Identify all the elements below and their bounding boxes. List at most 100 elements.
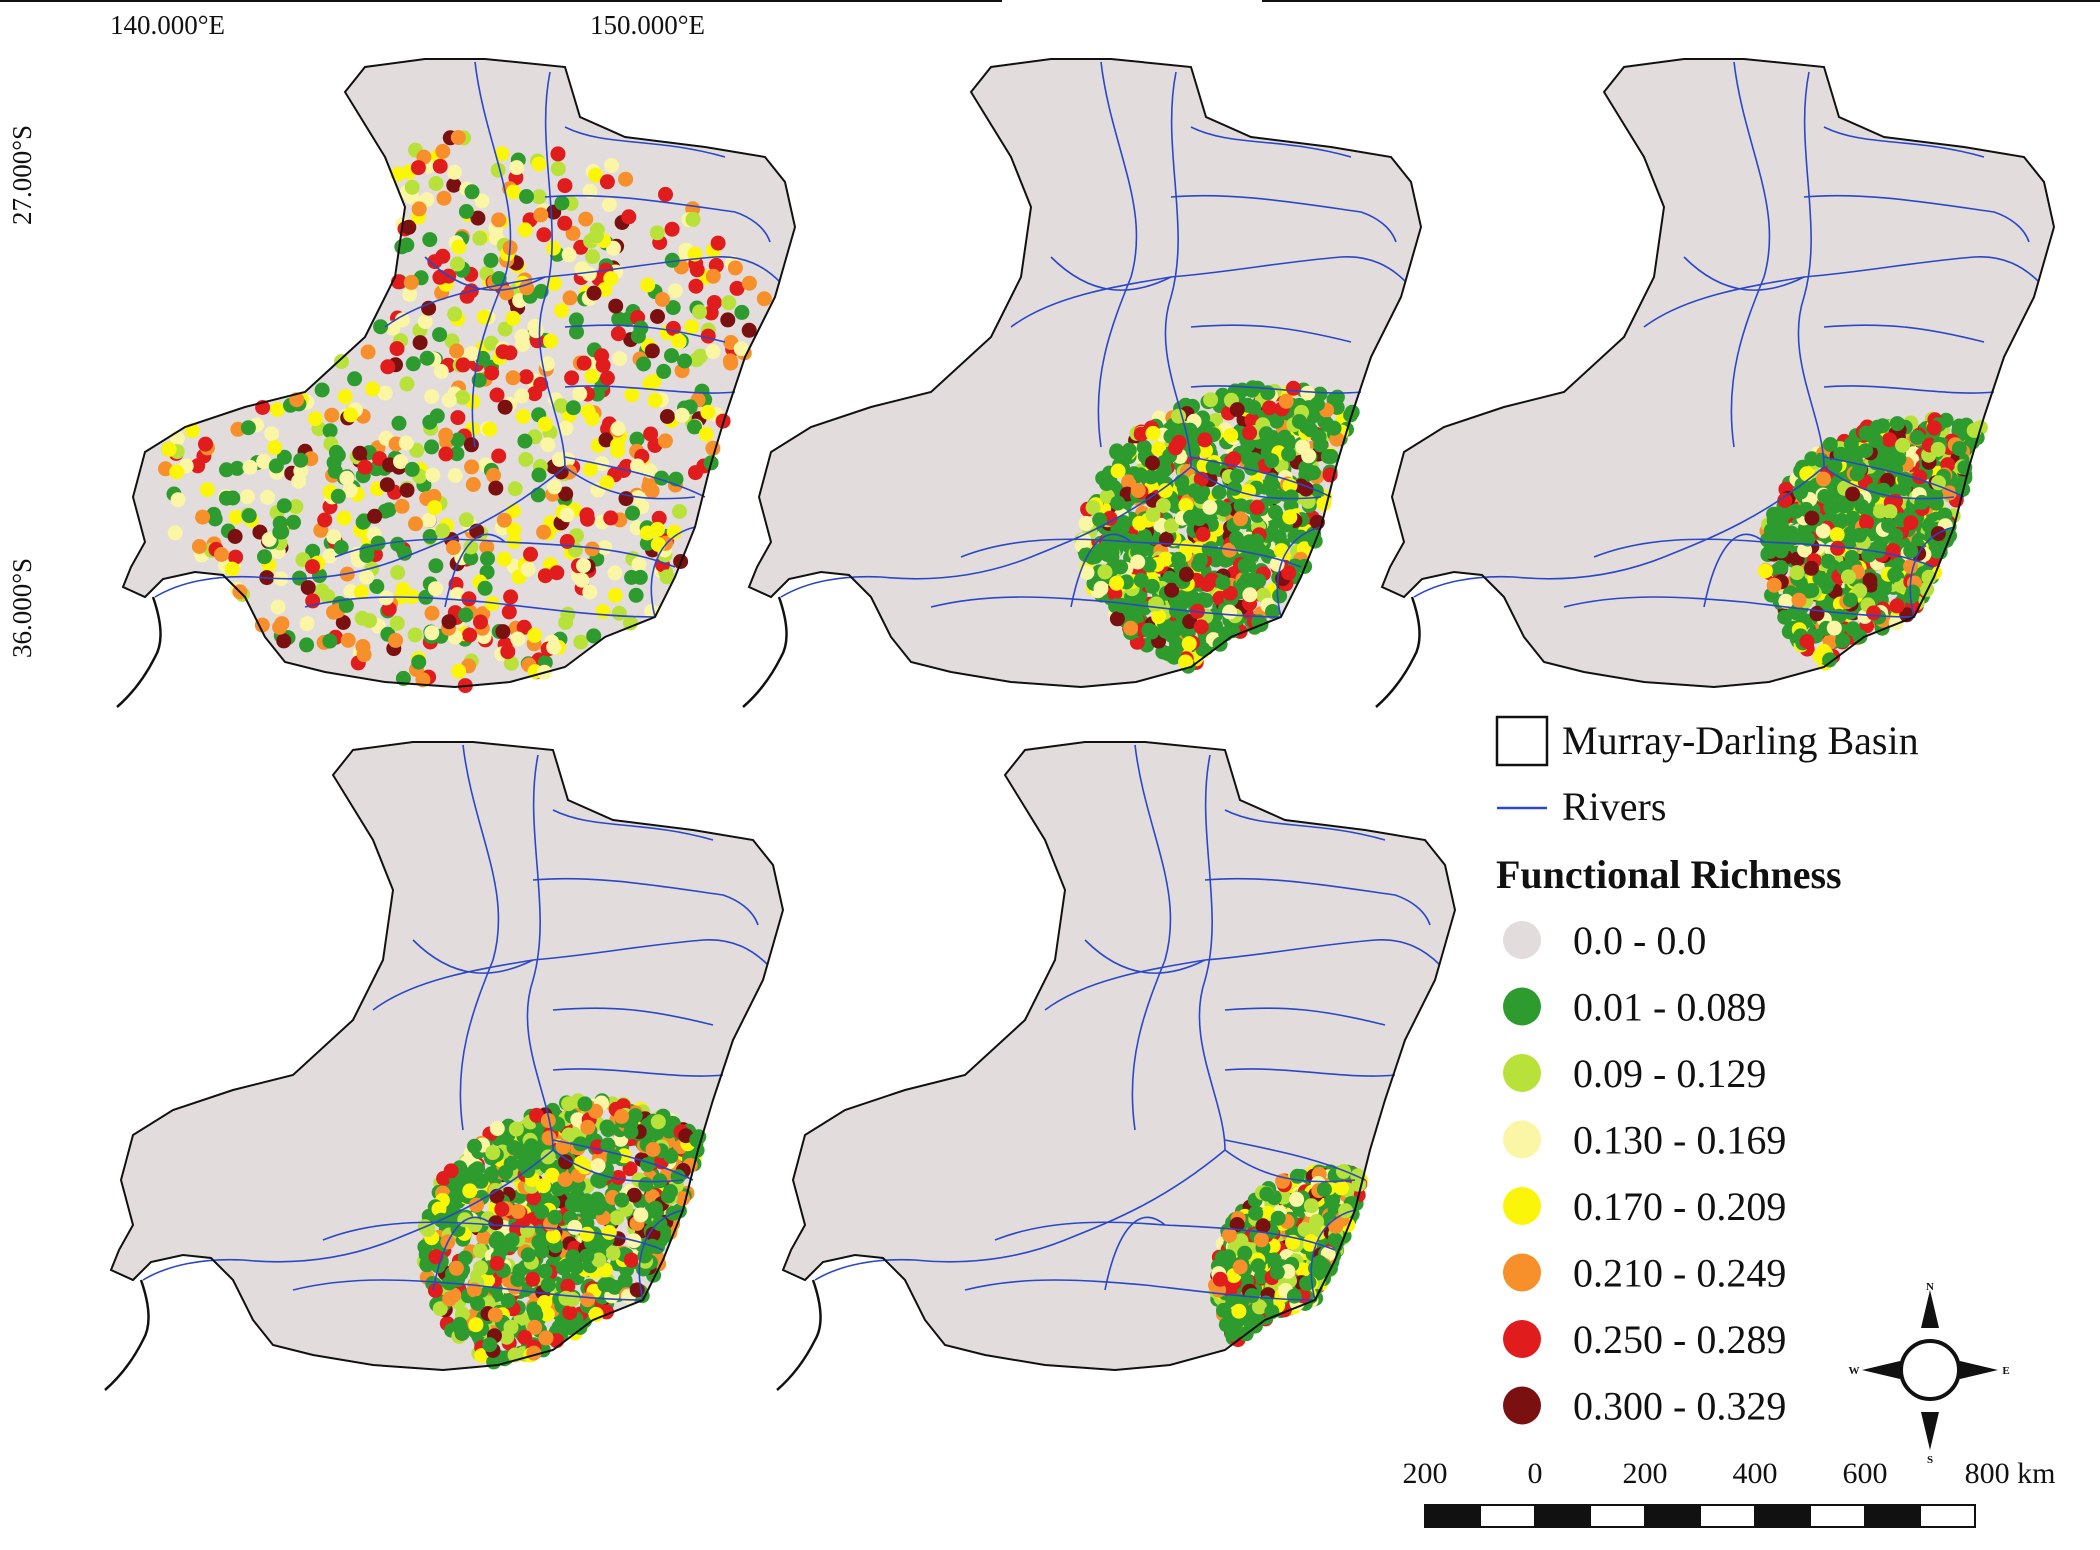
richness-point	[227, 529, 243, 544]
richness-point	[558, 1258, 574, 1274]
richness-point	[1145, 425, 1161, 441]
richness-point	[618, 171, 634, 187]
richness-point	[611, 605, 627, 621]
richness-point	[722, 353, 738, 369]
richness-point	[623, 1124, 639, 1140]
richness-point	[464, 346, 480, 362]
richness-point	[1300, 385, 1316, 401]
richness-point	[1889, 416, 1905, 432]
richness-point	[450, 410, 466, 426]
richness-point	[195, 509, 211, 525]
richness-point	[1233, 511, 1248, 527]
richness-point	[642, 376, 658, 391]
richness-point	[339, 470, 355, 486]
richness-point	[1852, 583, 1868, 599]
richness-point	[1820, 553, 1836, 569]
richness-point	[599, 174, 615, 190]
richness-point	[1333, 1180, 1349, 1196]
richness-point	[610, 437, 626, 453]
richness-point	[428, 176, 444, 191]
richness-point	[1253, 1232, 1269, 1248]
richness-point	[610, 326, 626, 342]
richness-point	[541, 1130, 557, 1146]
richness-point	[427, 254, 443, 270]
richness-point	[432, 327, 448, 343]
richness-point	[1203, 392, 1219, 408]
richness-point	[573, 634, 589, 650]
richness-point	[224, 561, 240, 577]
richness-point	[1791, 592, 1807, 608]
richness-point	[1285, 380, 1301, 396]
richness-point	[1937, 507, 1953, 523]
richness-point	[509, 160, 525, 176]
richness-point	[610, 421, 626, 436]
richness-point	[626, 1187, 642, 1203]
richness-point	[733, 341, 749, 357]
richness-point	[1151, 609, 1167, 625]
richness-point	[354, 610, 370, 626]
richness-point	[1298, 460, 1314, 476]
richness-point	[1909, 429, 1925, 445]
richness-point	[547, 1209, 563, 1225]
richness-point	[503, 1319, 519, 1335]
richness-point	[510, 1272, 526, 1288]
richness-point	[1763, 530, 1779, 545]
richness-point	[1157, 483, 1173, 499]
scale-segment	[1699, 1504, 1756, 1528]
richness-point	[612, 351, 628, 367]
richness-point	[219, 462, 234, 478]
richness-point	[705, 268, 721, 284]
richness-point	[1264, 453, 1280, 469]
legend-swatch	[1503, 1120, 1541, 1159]
richness-point	[601, 197, 617, 213]
richness-point	[1250, 1258, 1266, 1274]
richness-point	[622, 615, 638, 631]
richness-point	[1218, 626, 1234, 642]
richness-point	[184, 423, 200, 439]
richness-point	[494, 1201, 510, 1217]
richness-point	[1197, 432, 1213, 448]
richness-point	[167, 525, 183, 541]
richness-points	[1757, 411, 1988, 671]
richness-point	[468, 1317, 484, 1333]
richness-point	[1109, 575, 1125, 591]
richness-point	[1079, 565, 1095, 580]
richness-point	[1841, 569, 1856, 585]
richness-point	[527, 386, 543, 402]
richness-point	[328, 444, 344, 460]
richness-point	[561, 1127, 577, 1143]
scale-tick-label: 0	[1528, 1457, 1543, 1490]
richness-point	[421, 300, 437, 316]
richness-point	[503, 589, 519, 605]
legend-swatch	[1503, 1253, 1541, 1292]
richness-point	[1891, 451, 1907, 467]
richness-point	[170, 492, 186, 508]
richness-point	[1130, 483, 1146, 498]
richness-point	[586, 285, 602, 301]
richness-point	[1830, 540, 1846, 556]
legend-swatch	[1503, 1320, 1541, 1358]
richness-point	[588, 228, 604, 244]
scale-segment	[1864, 1504, 1921, 1528]
richness-point	[489, 1255, 505, 1271]
richness-point	[424, 439, 440, 455]
richness-point	[1826, 620, 1842, 636]
richness-point	[564, 1291, 580, 1307]
legend-rivers-label: Rivers	[1562, 784, 1666, 829]
richness-point	[564, 370, 580, 386]
richness-point	[664, 221, 680, 237]
richness-point	[721, 295, 737, 311]
richness-point	[199, 482, 215, 498]
richness-point	[404, 179, 420, 195]
richness-point	[580, 1292, 596, 1308]
richness-point	[464, 184, 480, 200]
richness-point	[600, 1122, 616, 1138]
richness-point	[1309, 1214, 1325, 1229]
richness-point	[523, 546, 538, 562]
richness-point	[1123, 620, 1139, 636]
richness-point	[352, 445, 368, 461]
richness-point	[1309, 396, 1325, 412]
richness-point	[1163, 518, 1179, 534]
richness-point	[1252, 1299, 1267, 1315]
richness-point	[506, 184, 521, 200]
